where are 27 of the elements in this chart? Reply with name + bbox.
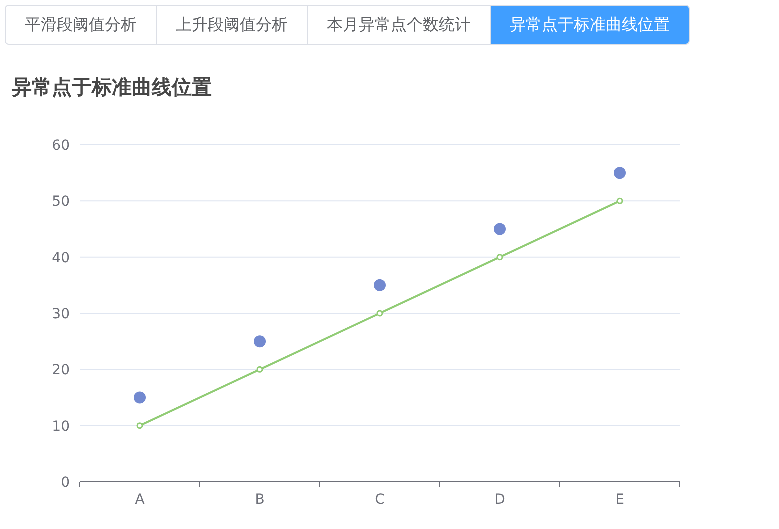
point	[496, 254, 504, 261]
point	[254, 336, 266, 348]
text: 上升段阈值分析	[157, 6, 308, 44]
text: 平滑段阈值分析	[6, 6, 157, 44]
y-tick-label: 10	[52, 418, 70, 435]
x-tick-label: A	[135, 492, 146, 508]
point	[494, 223, 506, 236]
text: 异常点于标准曲线位置	[491, 6, 689, 44]
point	[614, 167, 626, 180]
point	[376, 310, 384, 317]
x-tick-label: C	[375, 492, 386, 508]
y-tick-label: 20	[52, 362, 70, 379]
y-tick-label: 30	[52, 306, 70, 322]
x-tick-label: E	[616, 492, 624, 508]
x-tick-label: D	[494, 492, 506, 508]
point	[256, 366, 264, 373]
point	[374, 279, 386, 292]
y-tick-label: 50	[52, 194, 70, 210]
point	[616, 198, 624, 204]
point	[134, 392, 146, 404]
text: 本月异常点个数统计	[308, 6, 491, 44]
y-tick-label: 60	[52, 138, 70, 154]
chart-title: 异常点于标准曲线位置	[11, 75, 212, 99]
y-tick-label: 0	[61, 475, 70, 491]
y-tick-label: 40	[52, 250, 70, 266]
x-tick-label: B	[255, 492, 265, 508]
point	[136, 422, 144, 430]
